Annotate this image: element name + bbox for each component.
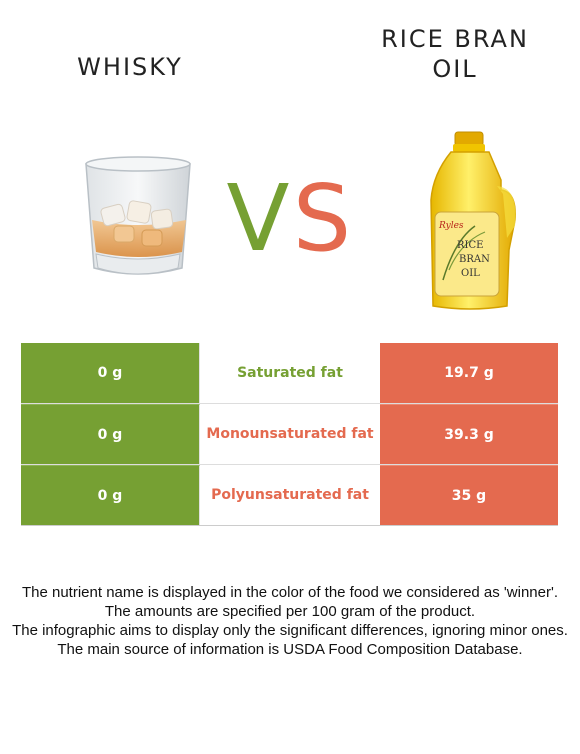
comparison-table: 0 g Saturated fat 19.7 g 0 g Monounsatur… <box>21 343 558 526</box>
nutrient-name: Saturated fat <box>200 343 380 403</box>
note-line: The amounts are specified per 100 gram o… <box>104 603 476 620</box>
oil-bottle-icon: Ryles RICE BRAN OIL <box>430 131 516 310</box>
left-food-title-text: WHISKY <box>77 53 183 81</box>
right-food-title: RICE BRAN OIL <box>350 24 560 84</box>
note-line: The main source of information is USDA F… <box>57 641 523 658</box>
table-row: 0 g Saturated fat 19.7 g <box>21 343 558 404</box>
bottle-label-line1: RICE <box>457 240 483 251</box>
nutrient-name: Monounsaturated fat <box>200 404 380 464</box>
left-food-title: WHISKY <box>20 52 240 82</box>
left-value: 0 g <box>21 343 200 403</box>
left-value: 0 g <box>21 404 200 464</box>
left-value: 0 g <box>21 465 200 525</box>
whisky-glass-icon <box>85 156 191 275</box>
right-value: 35 g <box>380 465 558 525</box>
note-line: The infographic aims to display only the… <box>12 622 568 639</box>
vs-v-letter: V <box>227 170 290 260</box>
vs-s-letter: S <box>293 170 351 260</box>
bottle-brand-text: Ryles <box>438 221 464 231</box>
bottle-label-line2: BRAN <box>459 254 490 265</box>
right-food-title-line1: RICE BRAN <box>381 25 529 53</box>
nutrient-name: Polyunsaturated fat <box>200 465 380 525</box>
table-row: 0 g Polyunsaturated fat 35 g <box>21 465 558 526</box>
bottle-label-line3: OIL <box>461 268 480 279</box>
right-value: 39.3 g <box>380 404 558 464</box>
vs-label: V S <box>227 170 352 260</box>
right-food-title-line2: OIL <box>432 55 478 83</box>
footnotes: The nutrient name is displayed in the co… <box>10 583 570 659</box>
table-row: 0 g Monounsaturated fat 39.3 g <box>21 404 558 465</box>
note-line: The nutrient name is displayed in the co… <box>21 584 559 601</box>
right-value: 19.7 g <box>380 343 558 403</box>
